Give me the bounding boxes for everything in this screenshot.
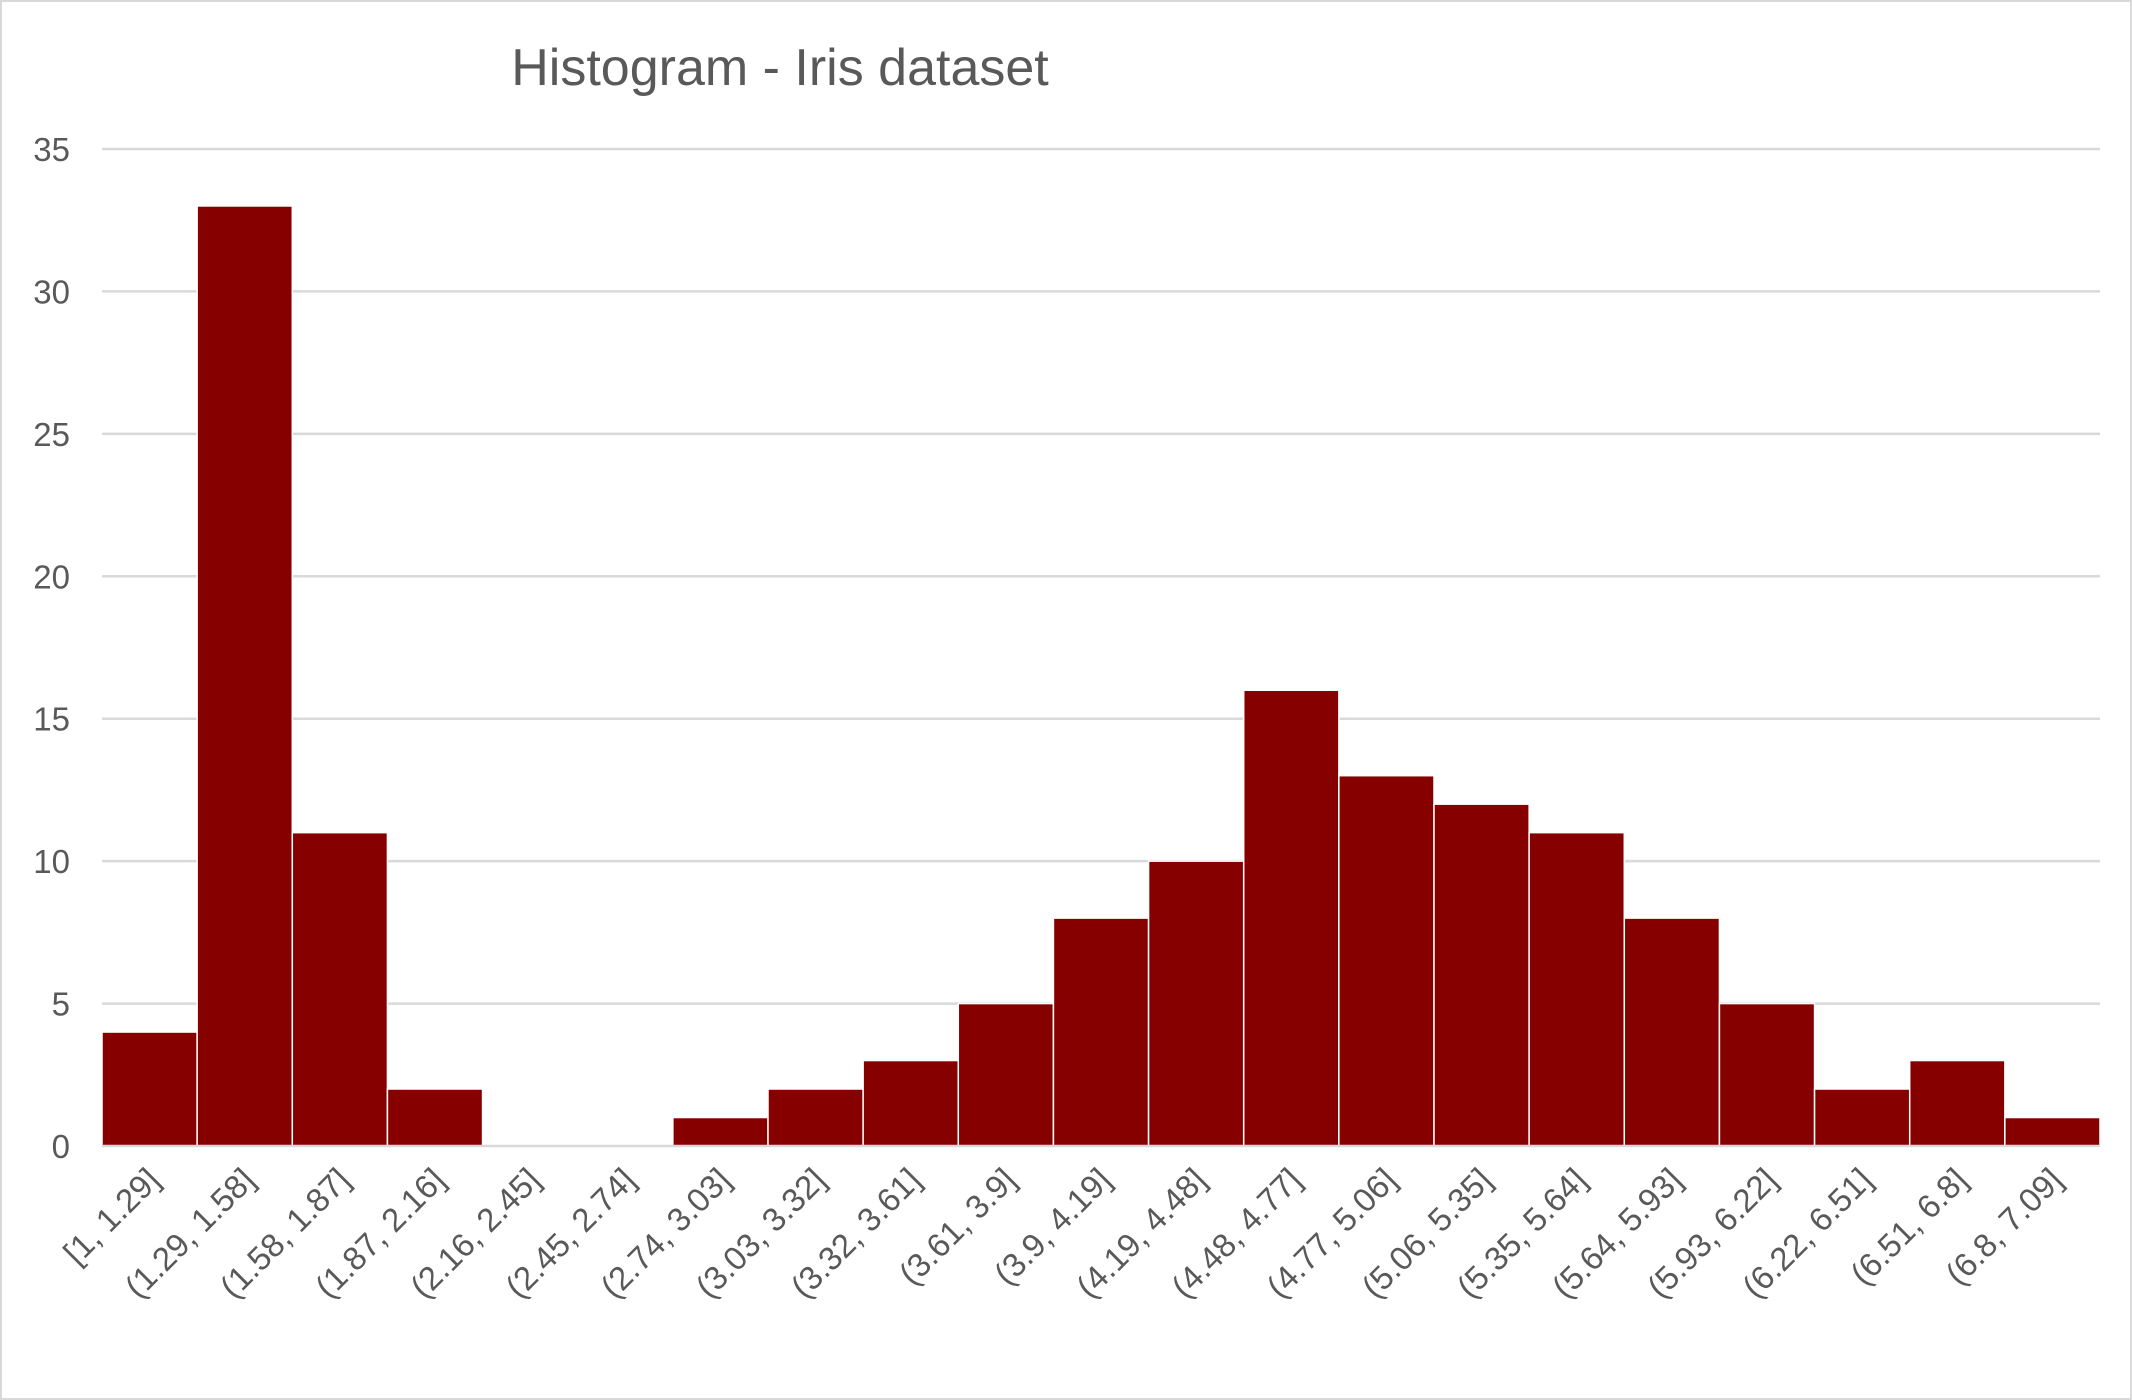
y-tick-label: 10 (33, 843, 70, 880)
histogram-bar (1528, 831, 1626, 1147)
histogram-bar (1718, 1002, 1816, 1147)
histogram-bar (196, 205, 294, 1147)
histogram-bar (1908, 1059, 2006, 1147)
y-tick-label: 30 (33, 273, 70, 310)
histogram-bar (1242, 689, 1340, 1147)
histogram-bar (1813, 1088, 1911, 1147)
histogram-bar (767, 1088, 864, 1147)
histogram-bar (2004, 1116, 2101, 1147)
chart-title: Histogram - Iris dataset (511, 39, 1049, 97)
y-tick-label: 5 (52, 986, 70, 1023)
y-tick-label: 15 (33, 701, 70, 738)
histogram-bar (672, 1116, 769, 1147)
histogram-bar (862, 1059, 960, 1147)
histogram-bar (957, 1002, 1055, 1147)
histogram-bar (386, 1088, 484, 1147)
histogram-bar (1623, 917, 1721, 1147)
bars (101, 205, 2101, 1147)
histogram-bar (1052, 917, 1150, 1147)
histogram-bar (1147, 860, 1245, 1147)
y-tick-label: 20 (33, 558, 70, 595)
histogram-bar (291, 831, 389, 1147)
y-tick-label: 0 (52, 1128, 70, 1165)
y-tick-label: 35 (33, 131, 70, 168)
x-axis-ticks: [1, 1.29](1.29, 1.58](1.58, 1.87](1.87, … (56, 1161, 2069, 1305)
y-tick-label: 25 (33, 416, 70, 453)
histogram-bar (1338, 774, 1435, 1147)
y-axis-ticks: 0 5 10 15 20 25 30 35 (33, 131, 70, 1165)
histogram-bar (1433, 803, 1530, 1147)
histogram-bar (101, 1031, 198, 1147)
gridlines (102, 147, 2100, 1005)
